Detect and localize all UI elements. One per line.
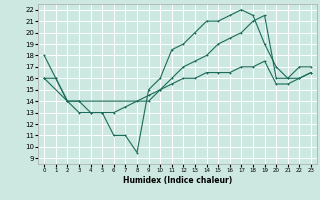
X-axis label: Humidex (Indice chaleur): Humidex (Indice chaleur) <box>123 176 232 185</box>
